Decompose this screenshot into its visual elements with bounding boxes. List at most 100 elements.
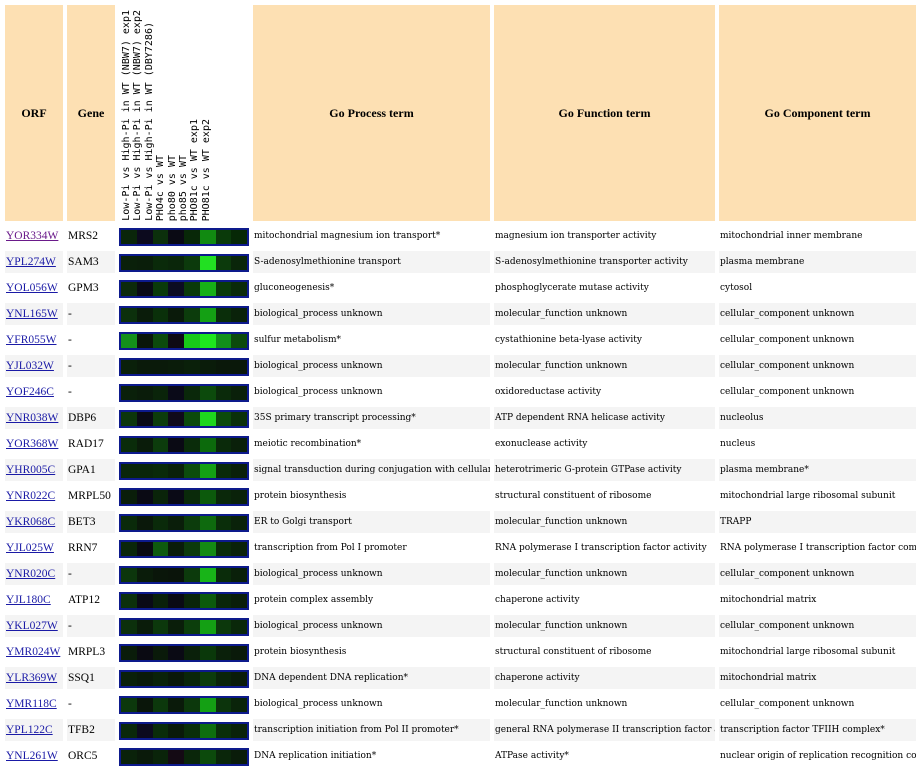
orf-link[interactable]: YOR334W	[6, 230, 59, 242]
heatmap-strip[interactable]	[119, 384, 249, 402]
expression-heatmap[interactable]	[119, 745, 249, 767]
orf-link[interactable]: YMR024W	[6, 646, 61, 658]
orf-link[interactable]: YOL056W	[6, 282, 58, 294]
heatmap-cell	[168, 308, 184, 322]
heatmap-cell	[199, 516, 216, 530]
heatmap-strip[interactable]	[119, 462, 249, 480]
heatmap-strip[interactable]	[119, 670, 249, 688]
heatmap-cell	[199, 256, 216, 270]
heatmap-strip[interactable]	[119, 644, 249, 662]
process-term-cell: biological_process unknown	[254, 387, 383, 397]
orf-link[interactable]: YKR068C	[6, 516, 56, 528]
heatmap-cell	[121, 698, 137, 712]
expression-heatmap[interactable]	[119, 719, 249, 741]
expression-heatmap[interactable]	[119, 433, 249, 455]
orf-link[interactable]: YNR022C	[6, 490, 56, 502]
expression-heatmap[interactable]	[119, 537, 249, 559]
component-term-cell: nucleolus	[719, 407, 916, 429]
orf-link[interactable]: YLR369W	[6, 672, 58, 684]
orf-cell: YMR118C	[5, 693, 63, 715]
heatmap-cell	[184, 438, 200, 452]
expression-heatmap[interactable]	[119, 615, 249, 637]
expression-heatmap[interactable]	[119, 251, 249, 273]
heatmap-strip[interactable]	[119, 618, 249, 636]
orf-link[interactable]: YPL122C	[6, 724, 53, 736]
expression-heatmap[interactable]	[119, 667, 249, 689]
heatmap-cell	[136, 308, 153, 322]
expression-heatmap[interactable]	[119, 641, 249, 663]
heatmap-cell	[152, 646, 169, 660]
process-term-cell: biological_process unknown	[253, 615, 490, 637]
heatmap-strip[interactable]	[119, 514, 249, 532]
expression-heatmap[interactable]	[119, 329, 249, 351]
process-term-cell: transcription initiation from Pol II pro…	[253, 719, 490, 741]
expression-heatmap[interactable]	[119, 355, 249, 377]
component-term-cell: transcription factor TFIIH complex*	[719, 719, 916, 741]
heatmap-cell	[215, 438, 232, 452]
heatmap-cell	[168, 516, 184, 530]
header-process[interactable]: Go Process term	[253, 5, 490, 221]
heatmap-cell	[121, 490, 137, 504]
heatmap-strip[interactable]	[119, 280, 249, 298]
orf-link[interactable]: YPL274W	[6, 256, 56, 268]
heatmap-cell	[152, 594, 169, 608]
orf-link[interactable]: YNR020C	[6, 568, 56, 580]
heatmap-cell	[231, 646, 247, 660]
heatmap-strip[interactable]	[119, 566, 249, 584]
heatmap-cell	[231, 516, 247, 530]
orf-link[interactable]: YMR118C	[6, 698, 57, 710]
expression-heatmap[interactable]	[119, 381, 249, 403]
heatmap-cell	[121, 412, 137, 426]
heatmap-strip[interactable]	[119, 436, 249, 454]
expression-heatmap[interactable]	[119, 511, 249, 533]
expression-heatmap[interactable]	[119, 407, 249, 429]
condition-label: PHO81c vs WT exp1	[189, 118, 201, 221]
header-function[interactable]: Go Function term	[494, 5, 715, 221]
heatmap-strip[interactable]	[119, 358, 249, 376]
orf-link[interactable]: YOR368W	[6, 438, 59, 450]
heatmap-strip[interactable]	[119, 748, 249, 766]
header-component[interactable]: Go Component term	[719, 5, 916, 221]
orf-link[interactable]: YNL261W	[6, 750, 58, 762]
heatmap-strip[interactable]	[119, 332, 249, 350]
heatmap-cell	[231, 750, 247, 764]
heatmap-strip[interactable]	[119, 592, 249, 610]
heatmap-strip[interactable]	[119, 228, 249, 246]
expression-heatmap[interactable]	[119, 459, 249, 481]
orf-link[interactable]: YJL180C	[6, 594, 51, 606]
header-conditions: Low-Pi vs High-Pi in WT (NBW7) exp1 Low-P…	[119, 5, 249, 221]
function-term-cell: S-adenosylmethionine transporter activit…	[494, 251, 715, 273]
header-orf[interactable]: ORF	[5, 5, 63, 221]
heatmap-strip[interactable]	[119, 722, 249, 740]
heatmap-strip[interactable]	[119, 540, 249, 558]
orf-link[interactable]: YHR005C	[6, 464, 56, 476]
heatmap-strip[interactable]	[119, 254, 249, 272]
header-gene[interactable]: Gene	[67, 5, 115, 221]
heatmap-cell	[184, 308, 200, 322]
heatmap-strip[interactable]	[119, 410, 249, 428]
heatmap-strip[interactable]	[119, 696, 249, 714]
orf-link[interactable]: YJL032W	[6, 360, 54, 372]
orf-link[interactable]: YNL165W	[6, 308, 58, 320]
expression-heatmap[interactable]	[119, 589, 249, 611]
component-term-cell: cellular_component unknown	[719, 563, 916, 585]
heatmap-cell	[168, 672, 184, 686]
table-row: YLR369W SSQ1 DNA dependent DNA replication…	[5, 667, 916, 689]
orf-link[interactable]: YKL027W	[6, 620, 58, 632]
expression-heatmap[interactable]	[119, 225, 249, 247]
component-term-cell: cytosol	[720, 283, 753, 293]
table-row: YJL180C ATP12 protein complex assembly chap…	[5, 589, 916, 611]
expression-heatmap[interactable]	[119, 485, 249, 507]
expression-heatmap[interactable]	[119, 563, 249, 585]
orf-link[interactable]: YJL025W	[6, 542, 54, 554]
orf-link[interactable]: YOF246C	[6, 386, 54, 398]
orf-link[interactable]: YFR055W	[6, 334, 57, 346]
expression-heatmap[interactable]	[119, 303, 249, 325]
heatmap-strip[interactable]	[119, 306, 249, 324]
process-term-cell: protein biosynthesis	[254, 491, 347, 501]
expression-heatmap[interactable]	[119, 277, 249, 299]
orf-link[interactable]: YNR038W	[6, 412, 59, 424]
expression-heatmap[interactable]	[119, 693, 249, 715]
heatmap-cell	[215, 568, 232, 582]
heatmap-strip[interactable]	[119, 488, 249, 506]
